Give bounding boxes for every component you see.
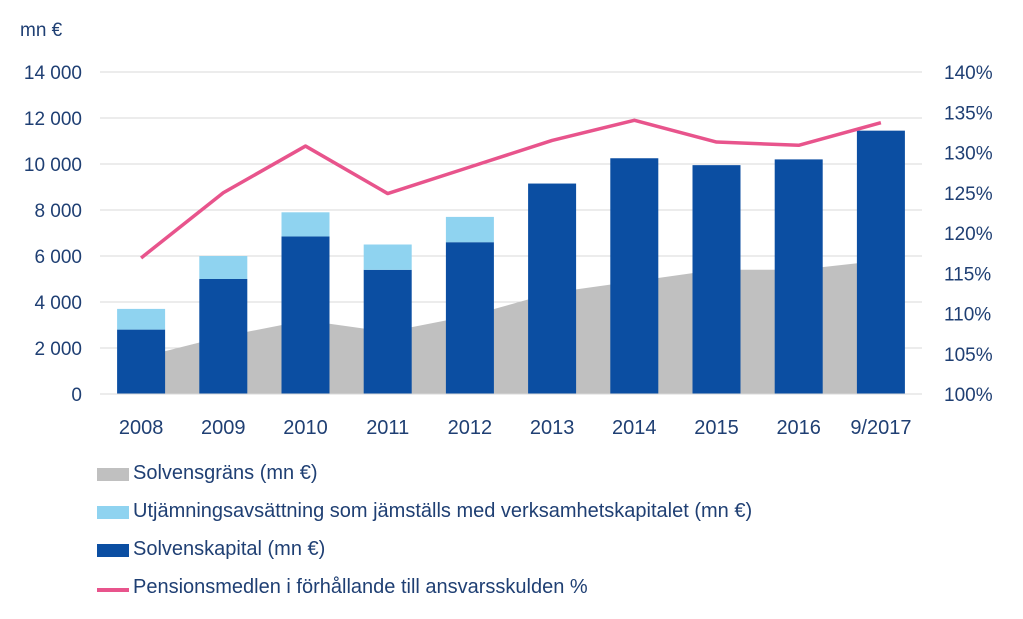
y-left-tick-label: 14 000 bbox=[24, 63, 82, 84]
unit-label: mn € bbox=[20, 20, 63, 41]
y-right-tick-label: 135% bbox=[944, 103, 993, 124]
x-tick-label: 2012 bbox=[448, 417, 493, 439]
legend-label-solvensgrans: Solvensgräns (mn €) bbox=[133, 462, 318, 484]
y-left-tick-label: 2 000 bbox=[34, 339, 82, 360]
legend-swatch-solvenskapital bbox=[97, 544, 129, 557]
bar-utjamning bbox=[117, 308, 166, 330]
y-right-tick-label: 110% bbox=[944, 305, 991, 326]
y-right-tick-label: 125% bbox=[944, 184, 993, 205]
bar-solvenskapital bbox=[692, 165, 741, 394]
y-left-tick-label: 8 000 bbox=[34, 201, 82, 222]
bar-solvenskapital bbox=[199, 279, 248, 394]
y-right-tick-label: 100% bbox=[944, 385, 993, 406]
y-right-tick-label: 115% bbox=[944, 264, 991, 285]
legend-label-pension-ratio: Pensionsmedlen i förhållande till ansvar… bbox=[133, 576, 588, 598]
legend-label-solvenskapital: Solvenskapital (mn €) bbox=[133, 538, 326, 560]
y-left-tick-label: 0 bbox=[71, 385, 82, 406]
y-left-tick-label: 4 000 bbox=[34, 293, 82, 314]
x-tick-label: 2015 bbox=[694, 417, 739, 439]
bar-utjamning bbox=[199, 256, 248, 279]
bar-solvenskapital bbox=[363, 269, 412, 394]
bar-utjamning bbox=[445, 216, 494, 243]
legend-swatch-utjamning bbox=[97, 506, 129, 519]
bar-solvenskapital bbox=[856, 130, 905, 394]
x-tick-label: 2010 bbox=[283, 417, 328, 439]
line-pension-ratio bbox=[140, 118, 882, 260]
legend-label-utjamning: Utjämningsavsättning som jämställs med v… bbox=[133, 500, 753, 522]
y-right-tick-label: 120% bbox=[944, 224, 993, 245]
x-tick-label: 9/2017 bbox=[850, 417, 911, 439]
bar-solvenskapital bbox=[117, 329, 166, 394]
bar-solvenskapital bbox=[774, 159, 823, 394]
x-tick-label: 2011 bbox=[366, 417, 409, 439]
bar-solvenskapital bbox=[528, 183, 577, 394]
area-solvensgrans bbox=[141, 260, 881, 394]
y-left-tick-label: 6 000 bbox=[34, 247, 82, 268]
legend-swatch-pension-ratio bbox=[97, 588, 129, 592]
x-tick-label: 2009 bbox=[201, 417, 246, 439]
y-left-tick-label: 10 000 bbox=[24, 155, 82, 176]
bar-utjamning bbox=[363, 244, 412, 270]
bar-solvenskapital bbox=[610, 158, 659, 394]
y-left-tick-label: 12 000 bbox=[24, 109, 82, 130]
y-right-tick-label: 130% bbox=[944, 144, 993, 165]
y-right-tick-label: 105% bbox=[944, 345, 993, 366]
x-tick-label: 2008 bbox=[119, 417, 164, 439]
legend-swatch-solvensgrans bbox=[97, 468, 129, 481]
bar-utjamning bbox=[281, 212, 330, 237]
x-tick-label: 2014 bbox=[612, 417, 657, 439]
bar-solvenskapital bbox=[281, 236, 330, 394]
x-tick-label: 2016 bbox=[776, 417, 821, 439]
bar-solvenskapital bbox=[445, 242, 494, 394]
y-right-tick-label: 140% bbox=[944, 63, 993, 84]
x-tick-label: 2013 bbox=[530, 417, 575, 439]
